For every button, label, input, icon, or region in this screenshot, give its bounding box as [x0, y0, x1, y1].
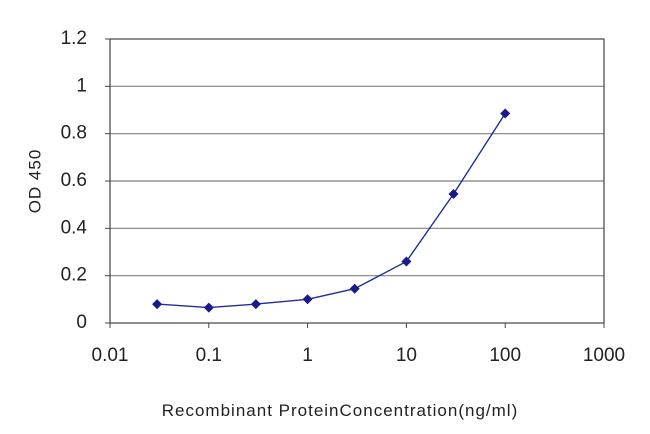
- data-point-0-5: [401, 256, 412, 267]
- y-tick-label-2: 0.4: [61, 217, 88, 238]
- y-tick-labels: 0 0.2 0.4 0.6 0.8 1 1.2: [61, 28, 110, 333]
- data-point-0-7: [500, 108, 511, 119]
- x-tick-label-1: 0.1: [196, 345, 222, 366]
- y-tick-label-1: 0.2: [61, 265, 87, 286]
- data-point-0-3: [302, 294, 313, 305]
- x-tick-label-5: 1000: [583, 345, 625, 366]
- y-tick-label-3: 0.6: [61, 170, 87, 191]
- series-line-0: [157, 113, 506, 309]
- series-group: [152, 108, 511, 313]
- data-point-0-6: [448, 189, 459, 199]
- x-tick-label-2: 1: [302, 345, 313, 366]
- x-tick-label-4: 100: [489, 345, 521, 366]
- y-tick-label-6: 1.2: [61, 28, 87, 49]
- x-tick-label-0: 0.01: [92, 345, 129, 366]
- y-tick-label-4: 0.8: [61, 123, 87, 144]
- data-point-0-1: [203, 302, 214, 313]
- data-point-0-4: [349, 283, 360, 294]
- y-tick-label-0: 0: [76, 312, 87, 333]
- x-tick-labels: 0.01 0.1 1 10 100 1000: [92, 323, 625, 366]
- data-point-0-2: [250, 299, 261, 310]
- y-tick-label-5: 1: [76, 75, 87, 96]
- x-tick-label-3: 10: [396, 345, 417, 366]
- data-point-0-0: [152, 299, 163, 310]
- grid-lines: [110, 85, 604, 277]
- y-axis-label: OD 450: [25, 149, 44, 214]
- x-axis-label: Recombinant ProteinConcentration(ng/ml): [162, 401, 519, 420]
